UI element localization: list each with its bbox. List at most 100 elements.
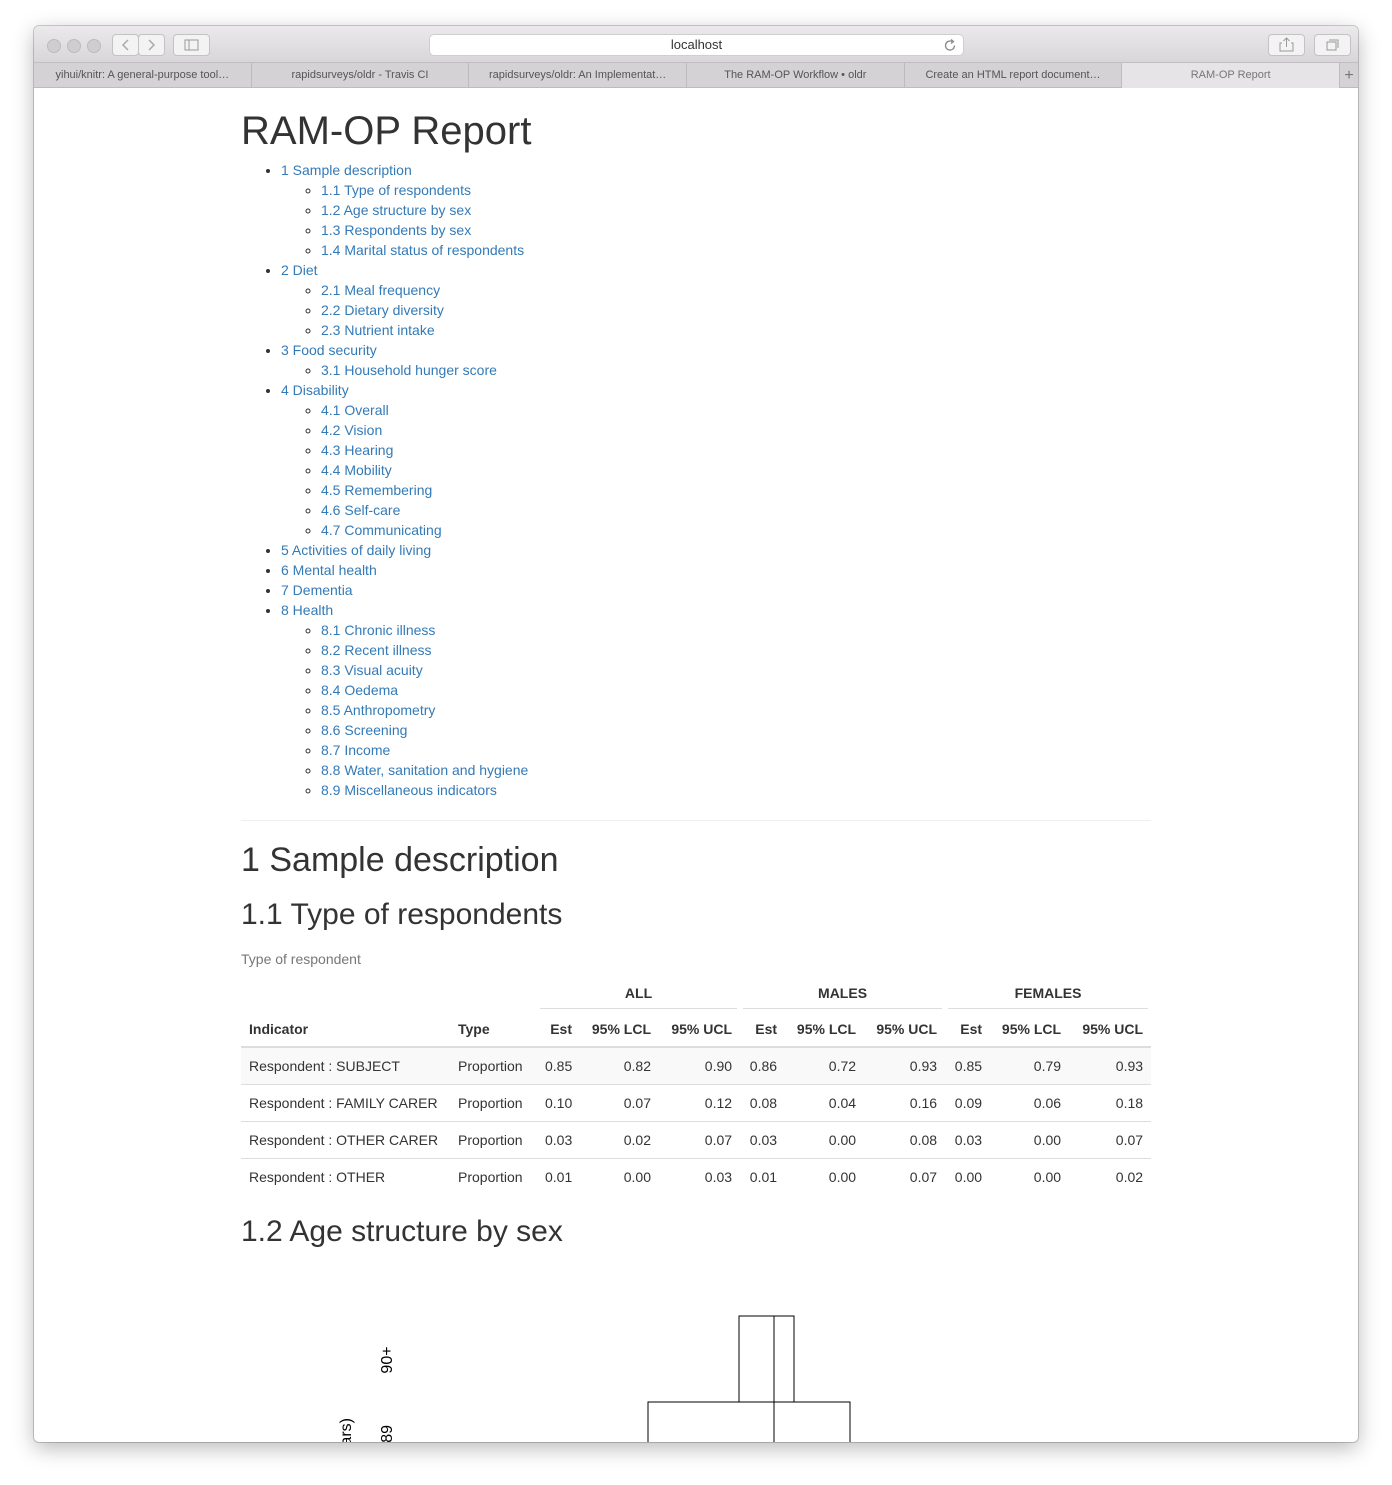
toc-link[interactable]: 8.9 Miscellaneous indicators bbox=[321, 782, 497, 798]
table-cell: 0.02 bbox=[1115, 1169, 1144, 1185]
toc-subitem: 2.3 Nutrient intake bbox=[321, 320, 528, 340]
toc-link[interactable]: 3 Food security bbox=[281, 342, 377, 358]
table-cell: 0.00 bbox=[954, 1169, 983, 1185]
share-button[interactable] bbox=[1268, 34, 1305, 56]
table-cell: 0.10 bbox=[537, 1084, 580, 1122]
toc-item: 5 Activities of daily living bbox=[281, 540, 528, 560]
toc-link[interactable]: 4.4 Mobility bbox=[321, 462, 392, 478]
pyramid-bar bbox=[738, 1315, 775, 1403]
toc-link[interactable]: 8.1 Chronic illness bbox=[321, 622, 436, 638]
column-header: 95% UCL bbox=[659, 1011, 741, 1048]
browser-tab[interactable]: Create an HTML report document… bbox=[905, 63, 1123, 88]
toc-link[interactable]: 2.1 Meal frequency bbox=[321, 282, 441, 298]
table-cell: 0.93 bbox=[864, 1047, 946, 1085]
toc-link[interactable]: 4 Disability bbox=[281, 382, 349, 398]
toc-link[interactable]: 8.3 Visual acuity bbox=[321, 662, 423, 678]
toc-subitem: 8.1 Chronic illness bbox=[321, 620, 528, 640]
table-cell: 0.08 bbox=[864, 1121, 946, 1159]
table-of-contents: 1 Sample description 1.1 Type of responde… bbox=[241, 160, 528, 800]
toc-link[interactable]: 8 Health bbox=[281, 602, 334, 618]
toc-link[interactable]: 4.5 Remembering bbox=[321, 482, 433, 498]
toc-subitem: 8.4 Oedema bbox=[321, 680, 528, 700]
toc-link[interactable]: 2.2 Dietary diversity bbox=[321, 302, 444, 318]
toc-link[interactable]: 1.2 Age structure by sex bbox=[321, 202, 472, 218]
toc-subitem: 4.5 Remembering bbox=[321, 480, 528, 500]
toc-link[interactable]: 1.1 Type of respondents bbox=[321, 182, 471, 198]
toc-subitem: 2.1 Meal frequency bbox=[321, 280, 528, 300]
table-cell: 0.03 bbox=[537, 1121, 580, 1159]
toc-subitem: 2.2 Dietary diversity bbox=[321, 300, 528, 320]
pyramid-bar bbox=[773, 1401, 851, 1442]
age-pyramid: 90+ 85-89 Age (years) bbox=[338, 1315, 851, 1442]
toc-link[interactable]: 5 Activities of daily living bbox=[281, 542, 432, 558]
table-cell: Proportion bbox=[450, 1121, 537, 1159]
browser-tab[interactable]: rapidsurveys/oldr: An Implementat… bbox=[469, 63, 687, 88]
toc-item: 7 Dementia bbox=[281, 580, 528, 600]
table-cell: Proportion bbox=[450, 1047, 537, 1085]
tabs-button[interactable] bbox=[1314, 34, 1351, 56]
toc-link[interactable]: 2 Diet bbox=[281, 262, 318, 278]
url-text: localhost bbox=[670, 37, 723, 52]
group-header: FEMALES bbox=[945, 975, 1151, 1011]
forward-button[interactable] bbox=[138, 34, 165, 56]
toc-link[interactable]: 1 Sample description bbox=[281, 162, 412, 178]
column-header: 95% LCL bbox=[580, 1011, 659, 1048]
toc-link[interactable]: 4.1 Overall bbox=[321, 402, 389, 418]
toc-sublist: 1.1 Type of respondents 1.2 Age structure… bbox=[281, 180, 528, 260]
zoom-button[interactable] bbox=[87, 39, 101, 53]
table-cell: 0.00 bbox=[785, 1121, 865, 1159]
table-cell: 0.08 bbox=[740, 1084, 786, 1122]
close-button[interactable] bbox=[47, 39, 61, 53]
toc-link[interactable]: 1.4 Marital status of respondents bbox=[321, 242, 525, 258]
column-header: 95% LCL bbox=[785, 1011, 865, 1048]
toc-link[interactable]: 4.6 Self-care bbox=[321, 502, 401, 518]
toc-link[interactable]: 2.3 Nutrient intake bbox=[321, 322, 435, 338]
report-title: RAM-OP Report bbox=[241, 109, 532, 153]
toc-link[interactable]: 8.2 Recent illness bbox=[321, 642, 432, 658]
toc-subitem: 8.6 Screening bbox=[321, 720, 528, 740]
browser-window: localhost + yihui/knitr: A general-purpos… bbox=[34, 26, 1358, 1442]
toc-item: 2 Diet2.1 Meal frequency 2.2 Dietary dive… bbox=[281, 260, 528, 340]
browser-tab[interactable]: RAM-OP Report bbox=[1122, 63, 1340, 88]
toc-subitem: 4.3 Hearing bbox=[321, 440, 528, 460]
table-cell: Respondent : OTHER bbox=[249, 1169, 386, 1185]
toc-link[interactable]: 8.7 Income bbox=[321, 742, 391, 758]
browser-tab[interactable]: yihui/knitr: A general-purpose tool… bbox=[34, 63, 252, 88]
back-icon bbox=[121, 39, 129, 51]
toc-link[interactable]: 4.3 Hearing bbox=[321, 442, 394, 458]
toc-subitem: 4.7 Communicating bbox=[321, 520, 528, 540]
toc-link[interactable]: 8.4 Oedema bbox=[321, 682, 399, 698]
group-label: ALL bbox=[540, 978, 738, 1009]
toc-link[interactable]: 4.7 Communicating bbox=[321, 522, 442, 538]
toc-link[interactable]: 3.1 Household hunger score bbox=[321, 362, 497, 378]
back-button[interactable] bbox=[112, 34, 139, 56]
toc-link[interactable]: 4.2 Vision bbox=[321, 422, 383, 438]
table-cell: 0.93 bbox=[1069, 1047, 1152, 1085]
table-cell: 0.01 bbox=[545, 1169, 573, 1185]
address-bar[interactable]: localhost bbox=[429, 34, 964, 56]
toc-subitem: 4.2 Vision bbox=[321, 420, 528, 440]
y-tick-label: 85-89 bbox=[379, 1425, 396, 1442]
toc-link[interactable]: 6 Mental health bbox=[281, 562, 377, 578]
toc-link[interactable]: 8.5 Anthropometry bbox=[321, 702, 436, 718]
table-row: Respondent : OTHER CARER Proportion 0.03 0.… bbox=[241, 1121, 1152, 1159]
sidebar-button[interactable] bbox=[173, 34, 210, 56]
group-label: MALES bbox=[743, 978, 943, 1009]
toc-link[interactable]: 7 Dementia bbox=[281, 582, 353, 598]
toc-item: 3 Food security 3.1 Household hunger scor… bbox=[281, 340, 528, 380]
table-cell: 0.79 bbox=[990, 1047, 1070, 1085]
y-tick-label: 90+ bbox=[379, 1346, 396, 1373]
toc-link[interactable]: 1.3 Respondents by sex bbox=[321, 222, 472, 238]
toc-link[interactable]: 8.8 Water, sanitation and hygiene bbox=[321, 762, 529, 778]
reload-icon[interactable] bbox=[944, 39, 957, 52]
toc-subitem: 1.2 Age structure by sex bbox=[321, 200, 528, 220]
new-tab-button[interactable]: + bbox=[1344, 67, 1354, 84]
browser-tab[interactable]: rapidsurveys/oldr - Travis CI bbox=[252, 63, 470, 88]
table-row: Respondent : FAMILY CARER Proportion 0.10 0… bbox=[241, 1084, 1152, 1122]
table-cell: 0.85 bbox=[537, 1047, 580, 1085]
minimize-button[interactable] bbox=[67, 39, 81, 53]
toc-link[interactable]: 8.6 Screening bbox=[321, 722, 408, 738]
browser-tab[interactable]: The RAM-OP Workflow • oldr bbox=[687, 63, 905, 88]
table-cell: 0.82 bbox=[580, 1047, 659, 1085]
table-cell: 0.03 bbox=[740, 1121, 786, 1159]
